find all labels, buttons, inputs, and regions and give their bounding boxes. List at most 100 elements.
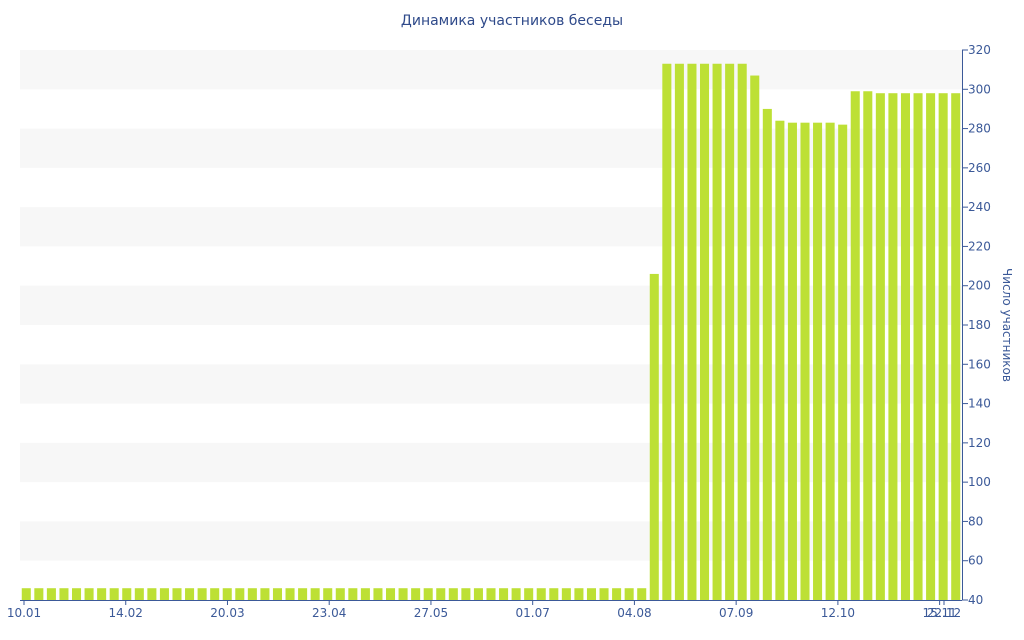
bar	[699, 63, 710, 600]
bar	[34, 588, 44, 600]
y-tick-label: 260	[968, 161, 991, 175]
bar	[549, 588, 559, 600]
bar	[59, 588, 69, 600]
x-tick-label: 12.10	[821, 606, 855, 620]
bar	[147, 588, 157, 600]
x-tick-label: 23.04	[312, 606, 346, 620]
bar	[272, 588, 283, 600]
bar	[122, 588, 132, 600]
bar	[134, 588, 144, 600]
bar	[411, 588, 421, 600]
bar	[499, 588, 509, 600]
bar	[335, 588, 345, 600]
bar	[210, 588, 220, 600]
y-axis-title: Число участников	[1000, 268, 1014, 382]
bar	[197, 588, 207, 600]
y-tick-label: 120	[968, 436, 991, 450]
bar	[599, 588, 609, 600]
bar	[561, 588, 571, 600]
chart-title: Динамика участников беседы	[400, 13, 624, 29]
bar	[260, 588, 270, 600]
grid-band	[20, 50, 962, 90]
bar	[298, 588, 308, 600]
bar	[310, 588, 320, 600]
bar	[750, 75, 760, 601]
bar	[586, 588, 597, 600]
x-tick-label: 22.12	[927, 606, 961, 620]
y-tick-label: 240	[968, 200, 991, 214]
bar	[875, 93, 885, 600]
bar	[222, 588, 232, 600]
x-tick-label: 14.02	[109, 606, 143, 620]
bar	[775, 120, 785, 600]
bar	[360, 588, 370, 600]
bar	[536, 588, 546, 600]
bar	[423, 588, 433, 600]
y-tick-label: 80	[968, 514, 983, 528]
bar	[863, 91, 873, 600]
bar	[511, 588, 521, 600]
y-tick-label: 140	[968, 397, 991, 411]
bar	[637, 588, 647, 600]
bar	[109, 588, 119, 600]
bar	[900, 93, 911, 600]
bar	[486, 588, 496, 600]
bar	[926, 93, 936, 600]
bar	[448, 588, 458, 600]
bar	[172, 588, 182, 600]
bar	[787, 122, 797, 600]
bar	[624, 588, 634, 600]
x-tick-label: 27.05	[414, 606, 448, 620]
bar	[800, 122, 810, 600]
x-tick-label: 01.07	[516, 606, 550, 620]
bar	[825, 122, 835, 600]
bar	[888, 93, 898, 600]
bar	[97, 588, 107, 600]
bar	[323, 588, 333, 600]
y-tick-label: 300	[968, 82, 991, 96]
bar	[674, 63, 684, 600]
bar	[436, 588, 446, 600]
bar	[712, 63, 722, 600]
bar	[373, 588, 383, 600]
y-tick-label: 220	[968, 239, 991, 253]
bar	[348, 588, 358, 600]
bar	[235, 588, 245, 600]
bar	[938, 93, 948, 600]
bar	[185, 588, 195, 600]
y-tick-label: 280	[968, 122, 991, 136]
bar	[247, 588, 257, 600]
bar	[951, 93, 961, 600]
bar	[574, 588, 584, 600]
bar	[473, 588, 483, 600]
y-tick-label: 40	[968, 593, 983, 607]
bar	[46, 588, 56, 600]
y-tick-label: 180	[968, 318, 991, 332]
bar	[662, 63, 672, 600]
x-tick-label: 15.11	[922, 606, 956, 620]
bar	[84, 588, 94, 600]
bar	[813, 122, 823, 600]
bar	[461, 588, 471, 600]
bar	[71, 588, 82, 600]
bar	[838, 124, 848, 601]
bar	[385, 588, 396, 600]
bar	[687, 63, 697, 600]
bar	[398, 588, 408, 600]
x-tick-label: 10.01	[7, 606, 41, 620]
y-tick-label: 200	[968, 279, 991, 293]
y-tick-label: 320	[968, 43, 991, 57]
x-tick-label: 04.08	[617, 606, 651, 620]
bar	[725, 63, 735, 600]
bar	[913, 93, 923, 600]
x-tick-label: 07.09	[719, 606, 753, 620]
bar	[524, 588, 534, 600]
bar	[762, 108, 772, 600]
bar	[612, 588, 622, 600]
y-tick-label: 100	[968, 475, 991, 489]
bar	[850, 91, 860, 600]
y-tick-label: 60	[968, 554, 983, 568]
bar	[285, 588, 295, 600]
bar	[649, 273, 659, 600]
